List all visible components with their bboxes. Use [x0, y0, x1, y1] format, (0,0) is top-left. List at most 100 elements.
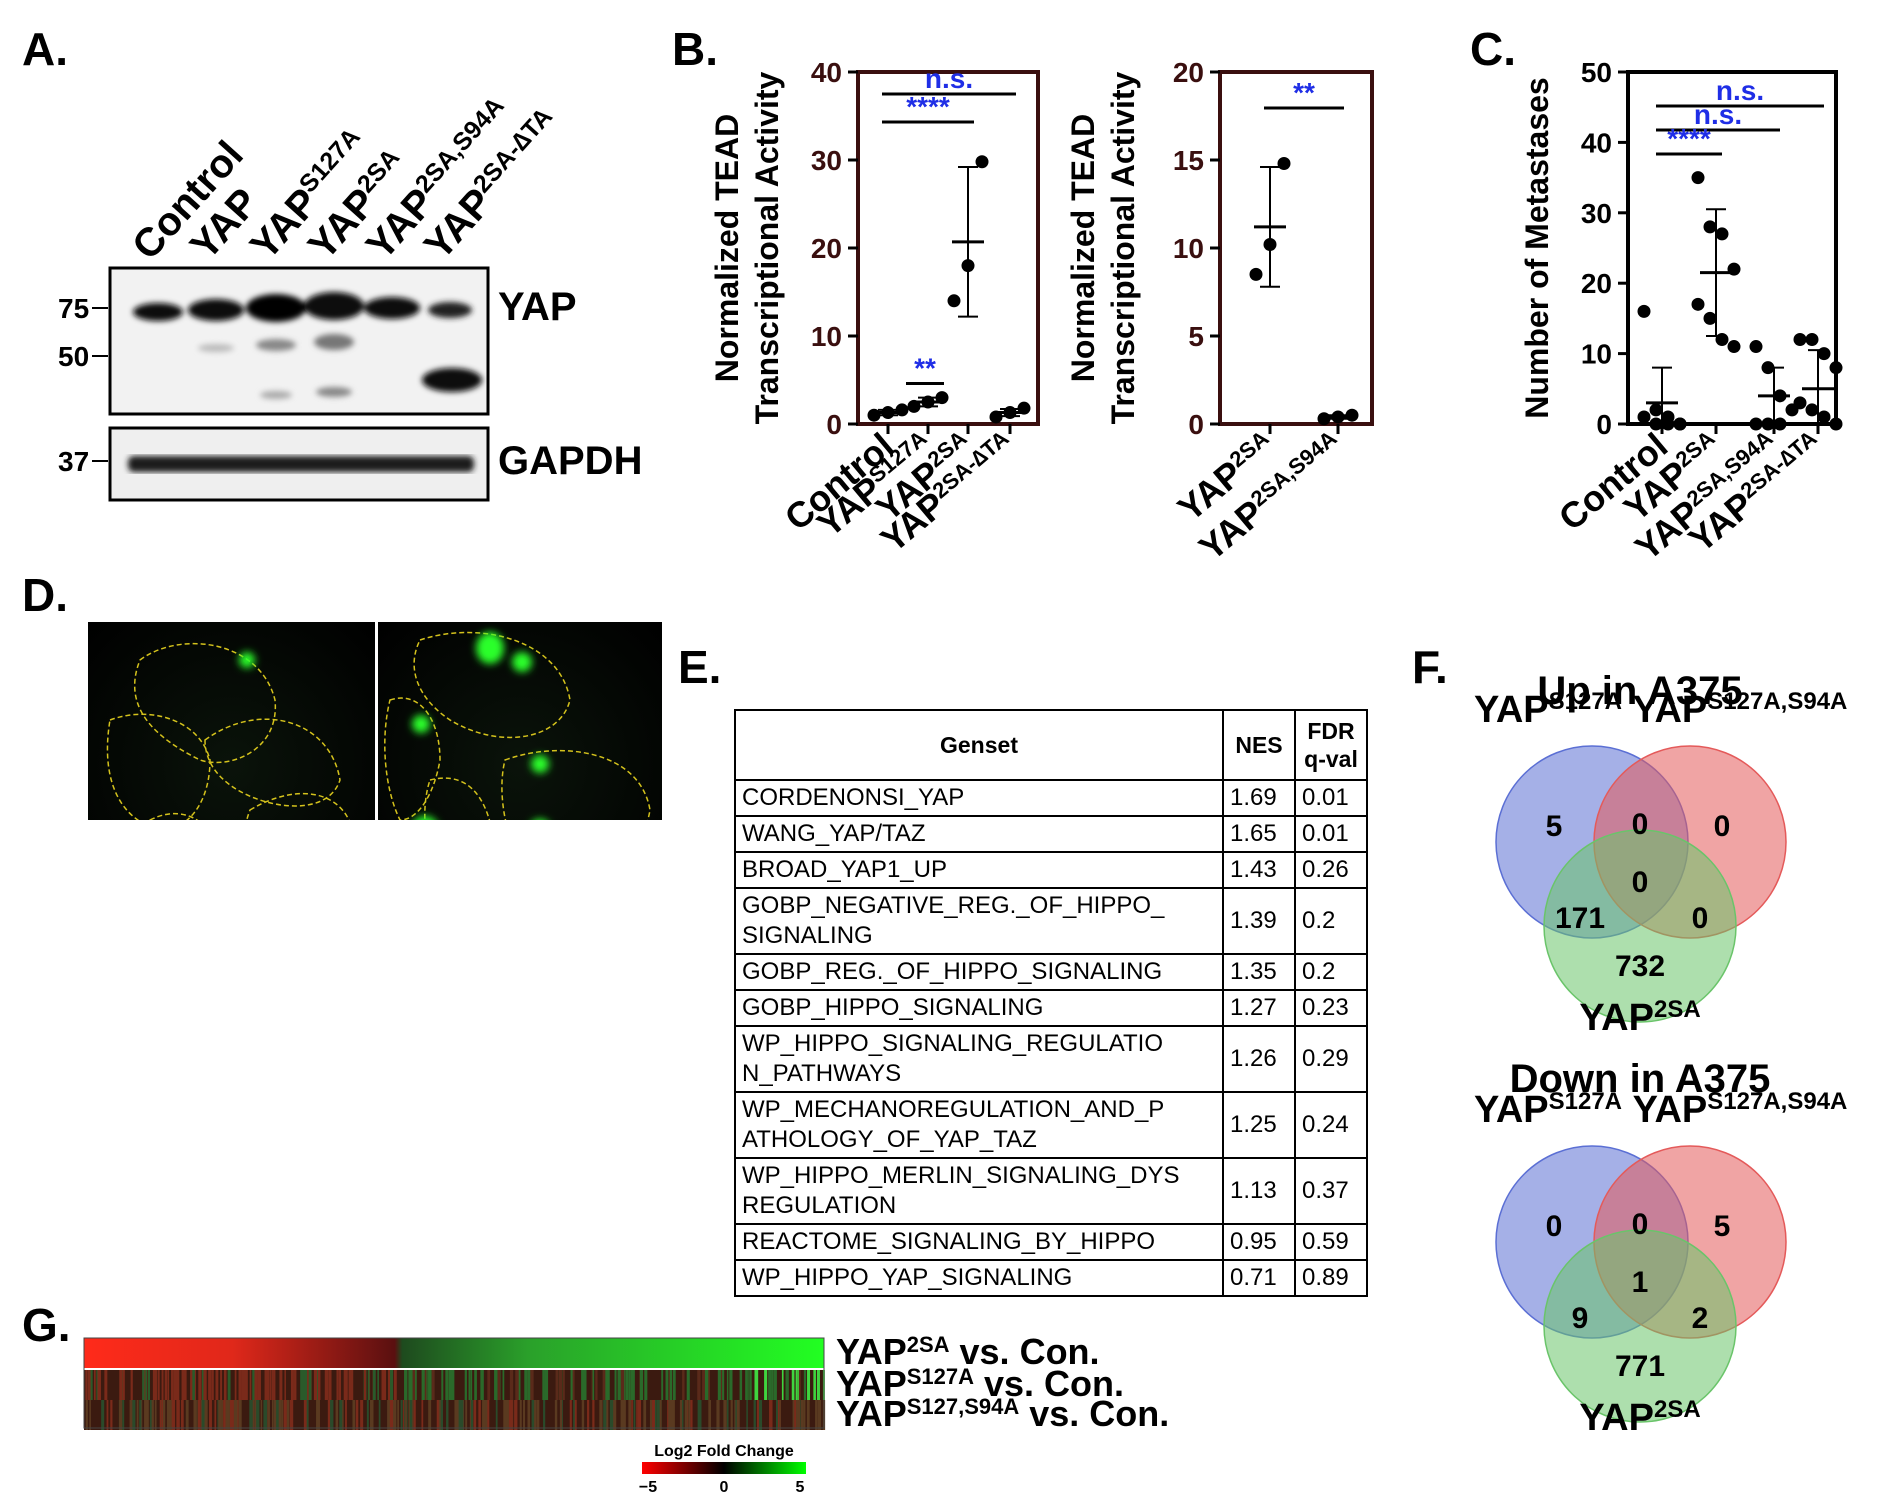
y-tick-label: 40 [1581, 127, 1612, 158]
y-tick-label: 20 [1581, 268, 1612, 299]
genset-name: GOBP_REG._OF_HIPPO_SIGNALING [734, 953, 1224, 991]
nes-header: NES [1222, 709, 1296, 781]
genset-row: GOBP_REG._OF_HIPPO_SIGNALING 1.35 0.2 [734, 953, 1368, 991]
data-point [1649, 403, 1663, 417]
charts-b-c: 0 10 20 30 40 Normalized TEAD Transcriptional … [709, 57, 1843, 568]
data-point [1673, 417, 1687, 431]
genset-row: WP_HIPPO_YAP_SIGNALING 0.71 0.89 [734, 1259, 1368, 1297]
genset-nes: 1.65 [1222, 815, 1296, 853]
venn-title: Down in A375 [1510, 1057, 1771, 1101]
genset-fdr: 0.59 [1294, 1223, 1368, 1261]
data-point [1793, 333, 1807, 347]
y-tick-label: 10 [1173, 233, 1204, 264]
y-tick-label: 30 [811, 145, 842, 176]
venn-count-a_only: 0 [1546, 1210, 1563, 1243]
data-point [1805, 403, 1819, 417]
genset-nes: 0.71 [1222, 1259, 1296, 1297]
genset-row: GOBP_HIPPO_SIGNALING 1.27 0.23 [734, 989, 1368, 1027]
genset-row: WP_MECHANOREGULATION_AND_P ATHOLOGY_OF_YA… [734, 1091, 1368, 1159]
marker-75: 75 [58, 293, 89, 324]
y-tick-label: 0 [1596, 409, 1612, 440]
colorbar [642, 1462, 806, 1474]
genset-nes: 1.25 [1222, 1091, 1296, 1159]
heatmap-row-1 [84, 1370, 825, 1400]
venn-count-a_only: 5 [1546, 810, 1563, 843]
genset-row: BROAD_YAP1_UP 1.43 0.26 [734, 851, 1368, 889]
data-point [1749, 340, 1763, 354]
data-point [1805, 333, 1819, 347]
y-tick-label: 40 [811, 57, 842, 88]
venn-count-b_only: 0 [1714, 810, 1731, 843]
genset-fdr: 0.23 [1294, 989, 1368, 1027]
data-point [1727, 340, 1741, 354]
genset-nes: 1.43 [1222, 851, 1296, 889]
genset-nes: 1.13 [1222, 1157, 1296, 1225]
data-point [1829, 417, 1843, 431]
data-point [1249, 267, 1263, 281]
y-tick-label: 15 [1173, 145, 1204, 176]
panel-letter-e: E. [678, 641, 722, 693]
y-tick-label: 50 [1581, 57, 1612, 88]
genset-nes: 1.27 [1222, 989, 1296, 1027]
data-point [975, 155, 989, 169]
marker-37: 37 [58, 446, 89, 477]
heatmap: YAP2SA vs. Con.YAPS127A vs. Con.YAPS127,… [83, 1331, 1169, 1496]
data-point [1637, 304, 1651, 318]
data-point [1661, 410, 1675, 424]
venn-title: Up in A375 [1537, 669, 1742, 713]
panel-letter-d: D. [22, 569, 68, 621]
fluorescent-metastases [239, 632, 549, 820]
y-tick-label: 10 [1581, 339, 1612, 370]
genset-name: WANG_YAP/TAZ [734, 815, 1224, 853]
venn-count-c_only: 732 [1615, 950, 1665, 983]
panel-a-western-blot: ControlYAPYAPS127AYAP2SAYAP2SA,S94AYAP2S… [58, 92, 642, 502]
venn-set-a-label: YAPS127A [1474, 688, 1622, 732]
genset-row: WP_HIPPO_SIGNALING_REGULATIO N_PATHWAYS 1.… [734, 1025, 1368, 1093]
genset-fdr: 0.29 [1294, 1025, 1368, 1093]
venn-count-bc: 0 [1692, 902, 1709, 935]
genset-name: WP_MECHANOREGULATION_AND_P ATHOLOGY_OF_YA… [734, 1091, 1224, 1159]
data-point [1793, 396, 1807, 410]
data-point [1691, 297, 1705, 311]
genset-fdr: 0.26 [1294, 851, 1368, 889]
genset-fdr: 0.2 [1294, 953, 1368, 991]
y-tick-label: 0 [1188, 409, 1204, 440]
significance-label: **** [906, 91, 950, 122]
data-point [947, 294, 961, 308]
colorbar-tick-2: 5 [796, 1479, 805, 1496]
genset-name: BROAD_YAP1_UP [734, 851, 1224, 889]
genset-row: CORDENONSI_YAP 1.69 0.01 [734, 779, 1368, 817]
data-point [1715, 227, 1729, 241]
venn-count-abc: 0 [1632, 866, 1649, 899]
genset-name: GOBP_NEGATIVE_REG._OF_HIPPO_ SIGNALING [734, 887, 1224, 955]
genset-row: GOBP_NEGATIVE_REG._OF_HIPPO_ SIGNALING 1.3… [734, 887, 1368, 955]
venn-count-ab: 0 [1632, 1208, 1649, 1241]
genset-row: WANG_YAP/TAZ 1.65 0.01 [734, 815, 1368, 853]
genset-fdr: 0.2 [1294, 887, 1368, 955]
genset-table-header: Genset NES FDR q-val [734, 709, 1368, 781]
venn-count-c_only: 771 [1615, 1350, 1665, 1383]
genset-name: WP_HIPPO_SIGNALING_REGULATIO N_PATHWAYS [734, 1025, 1224, 1093]
y-tick-label: 20 [811, 233, 842, 264]
significance-label: n.s. [925, 63, 973, 94]
heatmap-row-label-2: YAPS127,S94A vs. Con. [836, 1393, 1169, 1434]
data-point [1637, 410, 1651, 424]
heatmap-row-2 [84, 1400, 826, 1430]
data-point [1703, 311, 1717, 325]
significance-label: ** [1293, 77, 1315, 108]
data-point [1749, 417, 1763, 431]
colorbar-tick-0: −5 [639, 1479, 657, 1496]
venn-circle-c [1543, 1229, 1737, 1423]
venn-set-c-label: YAP2SA [1579, 1396, 1700, 1440]
y-axis-label: Normalized TEAD Transcriptional Activity [709, 71, 785, 424]
significance-label: ** [914, 353, 936, 384]
yap-bands [133, 292, 482, 399]
chart-frame [1626, 70, 1838, 426]
y-tick-label: 5 [1188, 321, 1204, 352]
yap-blot [108, 266, 490, 416]
panel-letter-g: G. [22, 1299, 71, 1351]
data-point [1277, 157, 1291, 171]
